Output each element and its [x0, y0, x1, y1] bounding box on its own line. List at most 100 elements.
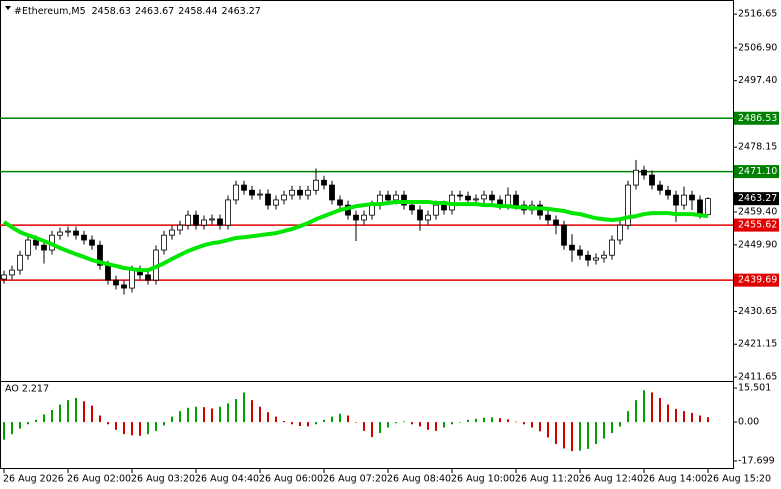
- ao-bar: [499, 418, 501, 423]
- ao-bar: [123, 422, 125, 435]
- x-tick-label: 26 Aug 02:00: [67, 474, 131, 485]
- ao-bar: [411, 422, 413, 425]
- candle-body: [281, 194, 287, 201]
- ao-bar: [683, 411, 685, 423]
- candle-body: [585, 254, 591, 261]
- x-tick-label: 26 Aug 2026: [3, 474, 64, 485]
- candle-body: [657, 184, 663, 191]
- candle-body: [249, 189, 255, 196]
- ao-bar: [379, 422, 381, 434]
- ao-bar: [675, 408, 677, 423]
- candle-body: [513, 194, 519, 206]
- candle-body: [505, 194, 511, 206]
- ao-bar: [211, 408, 213, 423]
- candle-body: [257, 193, 263, 196]
- x-tick-label: 26 Aug 07:20: [323, 474, 387, 485]
- ao-bar: [651, 392, 653, 423]
- moving-average: [2, 200, 709, 273]
- candle-body: [33, 239, 39, 246]
- ao-bar: [115, 422, 117, 430]
- candle-body: [697, 199, 703, 216]
- x-tick-label: 26 Aug 14:00: [643, 474, 707, 485]
- candle-body: [81, 234, 87, 241]
- y-tick-label: -17.699: [738, 455, 775, 466]
- y-tick-label: 2478.15: [738, 142, 777, 153]
- ao-bar: [147, 422, 149, 435]
- ao-bar: [627, 411, 629, 423]
- candle-body: [681, 194, 687, 206]
- ao-bar: [427, 422, 429, 430]
- candle-body: [489, 194, 495, 201]
- x-tick-label: 26 Aug 04:40: [195, 474, 259, 485]
- ao-bar: [283, 420, 285, 423]
- candle-body: [289, 189, 295, 196]
- x-tick-label: 26 Aug 15:20: [707, 474, 771, 485]
- ao-bar: [107, 422, 109, 425]
- ao-bar: [155, 422, 157, 431]
- menu-icon[interactable]: [5, 6, 11, 10]
- y-tick-label: 2449.90: [738, 239, 777, 250]
- candle-body: [425, 214, 431, 221]
- candle-body: [241, 184, 247, 191]
- candle-body: [361, 214, 367, 221]
- candle-body: [433, 204, 439, 216]
- x-tick-label: 26 Aug 08:40: [387, 474, 451, 485]
- candle-body: [337, 199, 343, 206]
- ao-bar: [483, 417, 485, 423]
- header-low: 2458.44: [178, 6, 217, 17]
- ao-bar: [75, 397, 77, 423]
- ao-bar: [299, 422, 301, 427]
- ao-bar: [91, 405, 93, 423]
- candle-body: [417, 209, 423, 221]
- ao-bar: [219, 406, 221, 423]
- ao-bar: [643, 390, 645, 423]
- level-label: 2471.10: [738, 166, 777, 177]
- y-tick-label: 2497.40: [738, 75, 777, 86]
- candle-body: [393, 194, 399, 201]
- y-tick-label: 2421.15: [738, 339, 777, 350]
- candle-body: [665, 189, 671, 196]
- candle-body: [545, 214, 551, 221]
- candle-body: [105, 264, 111, 281]
- level-label-box: [734, 111, 779, 125]
- ao-bar: [555, 422, 557, 445]
- ao-bar: [355, 422, 357, 423]
- candle-body: [649, 174, 655, 186]
- ao-bar: [171, 416, 173, 423]
- candle-body: [625, 184, 631, 226]
- candle-body: [409, 204, 415, 211]
- x-tick-label: 26 Aug 10:00: [451, 474, 515, 485]
- candle-body: [305, 189, 311, 196]
- y-tick-label: 2459.40: [738, 207, 777, 218]
- ao-bar: [187, 407, 189, 423]
- ao-bar: [547, 422, 549, 438]
- candle-body: [57, 231, 63, 236]
- ao-bar: [27, 422, 29, 425]
- candle-body: [265, 193, 271, 206]
- candle-body: [353, 214, 359, 221]
- ao-bar: [523, 422, 525, 425]
- ao-bar: [347, 415, 349, 423]
- candle-body: [457, 194, 463, 197]
- candle-body: [673, 194, 679, 206]
- ao-bar: [563, 422, 565, 449]
- candle-body: [321, 179, 327, 186]
- ao-bar: [139, 422, 141, 436]
- ao-bar: [571, 422, 573, 452]
- ao-bar: [19, 422, 21, 429]
- ao-bar: [507, 419, 509, 423]
- y-tick-label: 2411.65: [738, 372, 777, 383]
- candle-body: [273, 199, 279, 206]
- ao-bar: [331, 416, 333, 423]
- ao-bar: [611, 422, 613, 434]
- candle-body: [25, 239, 31, 256]
- ao-bar: [363, 422, 365, 431]
- ao-bar: [491, 417, 493, 423]
- candle-body: [185, 214, 191, 226]
- y-tick-label: 0.00: [738, 417, 759, 428]
- ao-bar: [43, 414, 45, 423]
- candle-body: [329, 184, 335, 201]
- ao-bar: [539, 422, 541, 432]
- y-tick-label: 2506.90: [738, 42, 777, 53]
